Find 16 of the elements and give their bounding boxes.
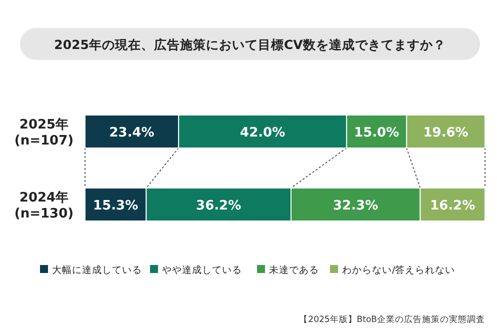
data-label: 16.2% [430,198,476,214]
legend-label: 未達である [269,264,319,276]
data-label: 15.0% [354,126,400,140]
data-label: 23.4% [109,126,154,140]
data-label: 32.3% [333,198,378,214]
legend-label: 大幅に達成している [52,264,142,276]
text: 【2025年版】BtoB企業の広告施策の実態調査 [299,314,485,325]
data-label: 42.0% [240,126,286,140]
legend-label: わからない/答えられない [342,264,456,276]
data-label: 36.2% [196,198,242,214]
legend-label: やや達成している [162,264,242,276]
y-tick-label: 2024年 (n=130) [14,190,74,222]
chart-title: 2025年の現在、広告施策において目標CV数を達成できてますか？ [54,37,446,52]
y-tick-label: 2025年 (n=107) [14,118,74,148]
data-label: 15.3% [93,198,138,214]
data-label: 19.6% [423,126,468,140]
